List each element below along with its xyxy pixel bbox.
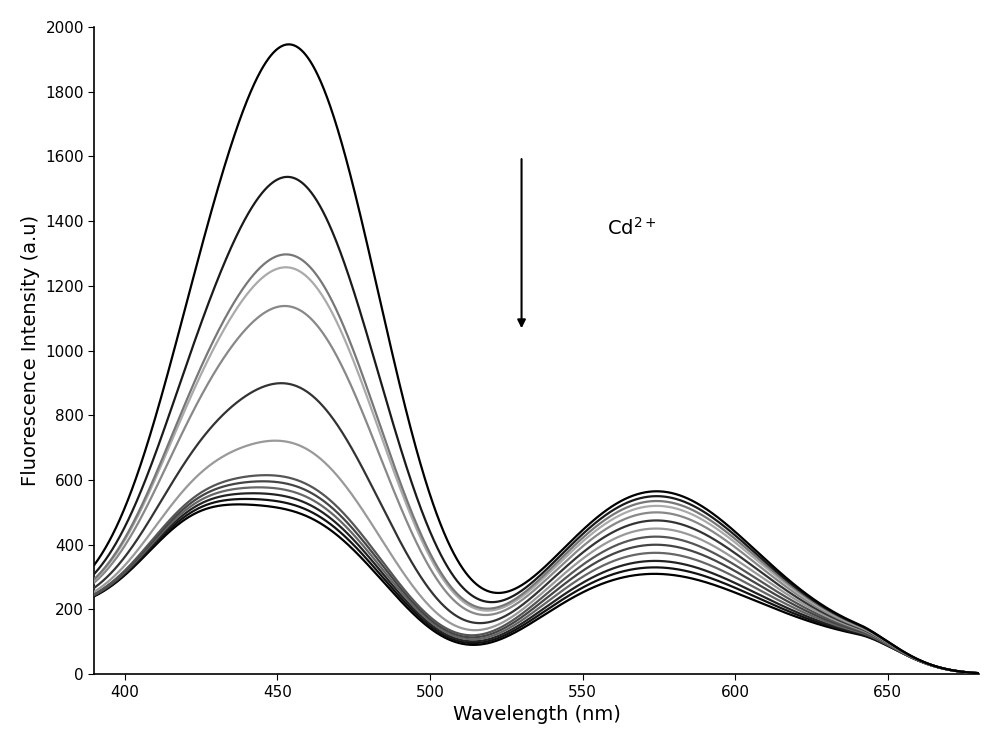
X-axis label: Wavelength (nm): Wavelength (nm)	[453, 706, 621, 724]
Y-axis label: Fluorescence Intensity (a.u): Fluorescence Intensity (a.u)	[21, 215, 40, 486]
Text: Cd$^{2+}$: Cd$^{2+}$	[607, 217, 656, 238]
